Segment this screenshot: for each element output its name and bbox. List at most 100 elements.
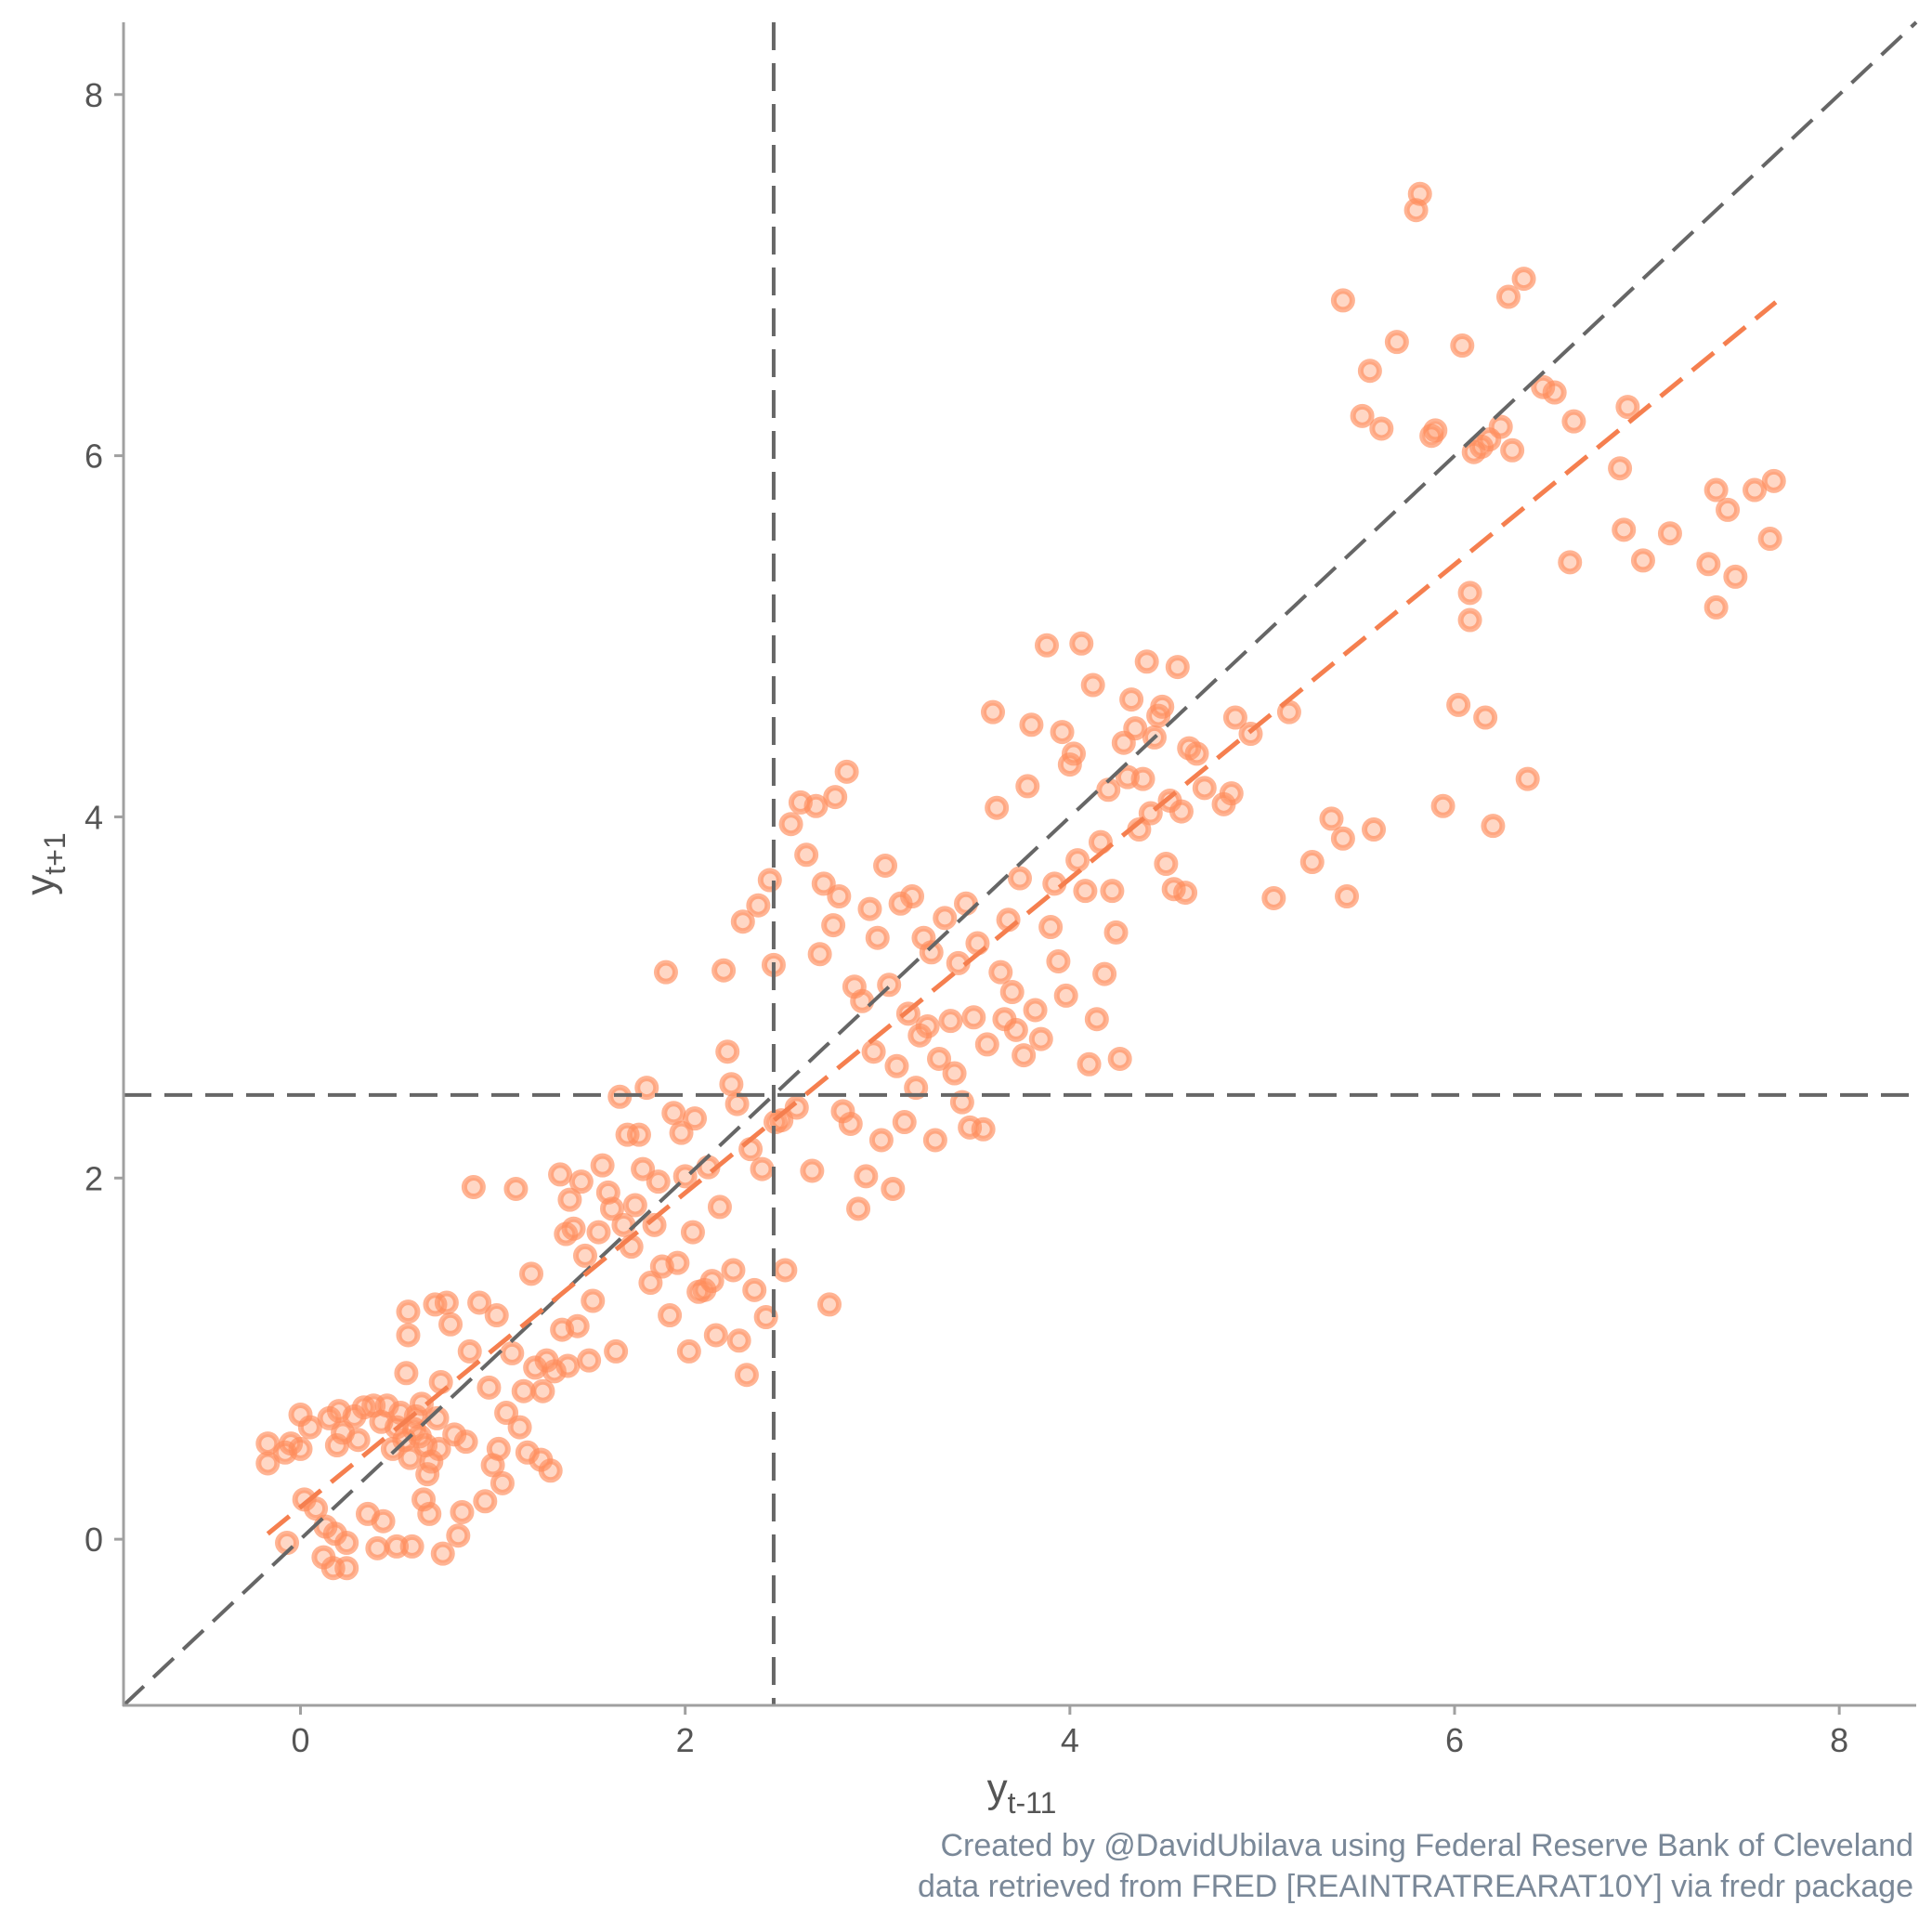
data-point bbox=[1761, 468, 1786, 493]
data-point bbox=[881, 1176, 906, 1201]
data-point bbox=[1330, 826, 1355, 851]
data-point bbox=[873, 853, 898, 878]
caption-line-2: data retrieved from FRED [REAINTRATREARA… bbox=[918, 1869, 1913, 1904]
data-point bbox=[865, 925, 890, 950]
data-point bbox=[985, 795, 1010, 820]
data-point bbox=[604, 1338, 629, 1364]
data-point bbox=[1276, 699, 1301, 724]
data-point bbox=[1696, 552, 1721, 577]
data-point bbox=[438, 1312, 463, 1337]
data-point bbox=[457, 1338, 482, 1364]
data-point bbox=[557, 1187, 582, 1212]
data-point bbox=[850, 988, 875, 1013]
data-point bbox=[450, 1499, 475, 1524]
data-point bbox=[827, 883, 852, 908]
data-point bbox=[1150, 694, 1175, 719]
data-point bbox=[661, 1101, 686, 1126]
data-point bbox=[476, 1375, 502, 1400]
y-axis-title-base: y bbox=[18, 875, 63, 895]
data-point bbox=[1107, 1046, 1132, 1071]
data-point bbox=[1015, 774, 1040, 799]
y-tick-label: 6 bbox=[85, 437, 103, 476]
data-point bbox=[1192, 776, 1217, 801]
data-point bbox=[721, 1258, 746, 1283]
data-point bbox=[1046, 948, 1071, 973]
data-point bbox=[742, 1277, 767, 1302]
data-point bbox=[730, 909, 755, 934]
x-tick-label: 2 bbox=[676, 1721, 695, 1759]
data-point bbox=[511, 1378, 536, 1403]
data-point bbox=[565, 1313, 590, 1338]
data-point bbox=[949, 1090, 974, 1115]
data-point bbox=[1743, 477, 1768, 503]
data-point bbox=[653, 959, 678, 985]
data-point bbox=[1615, 395, 1640, 420]
data-point bbox=[1123, 716, 1148, 741]
data-point bbox=[1608, 456, 1633, 481]
data-point bbox=[821, 913, 846, 938]
data-point bbox=[1630, 548, 1655, 573]
data-point bbox=[1168, 799, 1194, 824]
data-point bbox=[1077, 1051, 1102, 1077]
data-point bbox=[371, 1508, 396, 1534]
y-axis-title: yt+1 bbox=[18, 832, 72, 894]
data-point bbox=[1757, 527, 1782, 552]
data-point bbox=[1446, 692, 1471, 717]
data-point bbox=[1103, 920, 1129, 945]
data-point bbox=[304, 1496, 329, 1521]
data-point bbox=[1008, 866, 1032, 891]
data-point bbox=[398, 1445, 423, 1470]
data-point bbox=[846, 1196, 871, 1221]
identity-line bbox=[122, 20, 1918, 1707]
data-point bbox=[396, 1299, 421, 1325]
data-point bbox=[974, 1032, 999, 1057]
data-point bbox=[1704, 477, 1729, 503]
data-point bbox=[548, 1162, 573, 1187]
data-point bbox=[430, 1541, 455, 1566]
fitted-line bbox=[266, 300, 1778, 1536]
data-point bbox=[1003, 1017, 1028, 1042]
data-point bbox=[665, 1250, 690, 1275]
data-point bbox=[868, 1128, 894, 1153]
data-point bbox=[1092, 961, 1117, 986]
data-point bbox=[1154, 852, 1179, 876]
data-point bbox=[1053, 983, 1078, 1008]
data-point bbox=[1704, 594, 1729, 620]
data-point bbox=[1173, 881, 1198, 906]
data-point bbox=[1481, 814, 1506, 839]
data-point bbox=[927, 1046, 952, 1071]
data-points bbox=[255, 181, 1786, 1581]
x-tick-label: 8 bbox=[1830, 1721, 1848, 1759]
data-point bbox=[1450, 333, 1475, 359]
data-point bbox=[938, 1009, 963, 1034]
x-tick-label: 4 bbox=[1061, 1721, 1079, 1759]
data-point bbox=[399, 1534, 424, 1559]
data-point bbox=[519, 1261, 544, 1286]
data-point bbox=[255, 1451, 281, 1476]
data-point bbox=[680, 1220, 705, 1245]
data-point bbox=[1073, 879, 1098, 904]
data-point bbox=[919, 940, 944, 965]
data-point bbox=[683, 1106, 708, 1131]
data-point bbox=[396, 1323, 421, 1348]
data-point bbox=[1299, 850, 1325, 875]
data-point bbox=[1457, 581, 1482, 606]
y-tick-label: 8 bbox=[85, 76, 103, 114]
data-point bbox=[1369, 416, 1394, 441]
data-point bbox=[726, 1328, 751, 1353]
data-point bbox=[1261, 885, 1286, 910]
data-point bbox=[773, 1258, 798, 1283]
data-point bbox=[900, 883, 925, 908]
data-point bbox=[555, 1353, 581, 1378]
data-point bbox=[1019, 712, 1044, 738]
data-point bbox=[658, 1303, 683, 1328]
data-point bbox=[1335, 883, 1360, 908]
data-point bbox=[1028, 1026, 1053, 1051]
data-point bbox=[572, 1243, 597, 1268]
data-point bbox=[1330, 288, 1355, 313]
data-point bbox=[1488, 414, 1513, 439]
data-point bbox=[778, 812, 803, 837]
data-point bbox=[1084, 1007, 1109, 1032]
data-point bbox=[581, 1288, 606, 1313]
data-point bbox=[988, 959, 1013, 985]
